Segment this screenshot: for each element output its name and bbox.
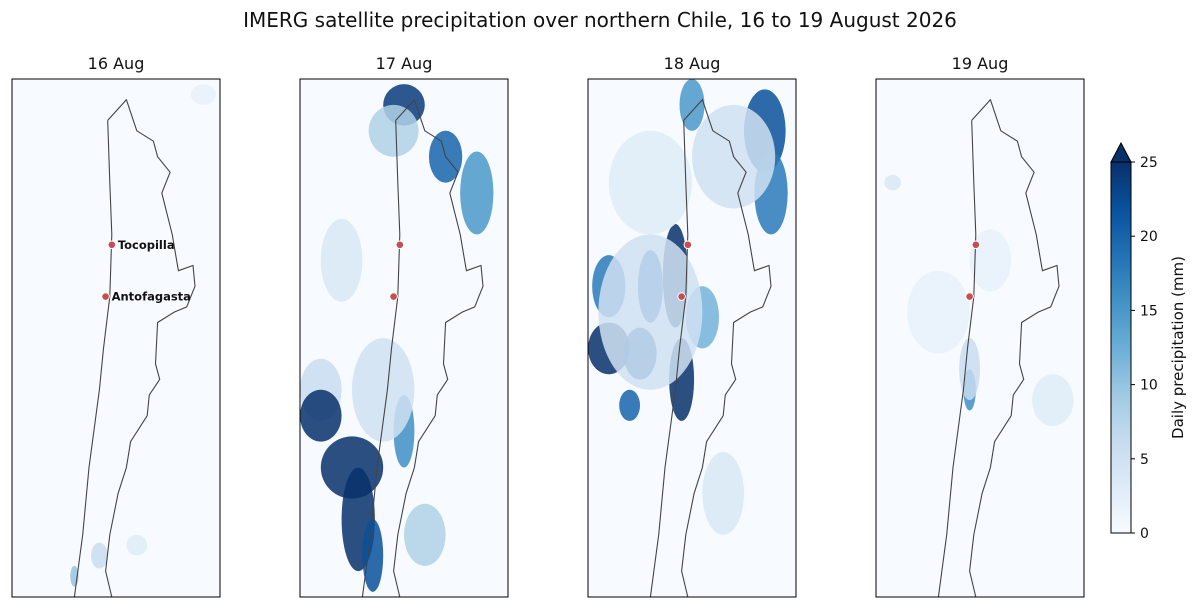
panel-title: 18 Aug [664, 54, 721, 73]
precip-cell [126, 534, 148, 556]
precip-cell [300, 389, 342, 442]
panel-frame [587, 78, 797, 598]
panel-background [876, 79, 1084, 597]
city-label-antofagasta: Antofagasta [112, 290, 191, 304]
panel-frame [299, 78, 509, 598]
precip-cell [907, 270, 970, 354]
panel-title: 16 Aug [88, 54, 145, 73]
precip-cell [959, 338, 980, 401]
city-marker-tocopilla [683, 240, 693, 250]
region-border [393, 98, 484, 597]
boundaries [649, 98, 772, 597]
colorbar: 0 5 10 15 20 25 Daily precipitation (mm) [1110, 141, 1187, 542]
colorbar-tick-label: 25 [1140, 155, 1158, 171]
colorbar-tick-label: 5 [1140, 452, 1149, 468]
city-marker-antofagasta [101, 292, 110, 301]
map-panel-4: 19 Aug [875, 54, 1085, 598]
panel-frame [11, 78, 221, 598]
region-border [105, 98, 196, 597]
precip-field [70, 84, 216, 587]
precip-cell [702, 451, 744, 535]
precip-cell [320, 218, 363, 302]
coastline [361, 120, 401, 597]
precip-cell [91, 542, 108, 569]
precip-cell [619, 389, 640, 421]
colorbar-tick-label: 15 [1140, 303, 1158, 319]
coastline [937, 120, 977, 597]
map-panel-3: 18 Aug [587, 54, 797, 598]
precip-cell [1032, 374, 1074, 427]
boundaries [73, 98, 196, 597]
coastline [73, 120, 113, 597]
city-marker-antofagasta [677, 292, 686, 301]
colorbar-tick-label: 20 [1140, 229, 1158, 245]
city-marker-tocopilla [107, 240, 117, 250]
colorbar-extend-arrow [1110, 141, 1132, 163]
panel-frame [875, 78, 1085, 598]
region-border [681, 98, 772, 597]
panel-title: 17 Aug [376, 54, 433, 73]
city-marker-tocopilla [395, 240, 405, 250]
colorbar-tick-label: 0 [1140, 526, 1149, 542]
city-marker-antofagasta [965, 292, 974, 301]
precip-cell [608, 130, 693, 235]
city-label-tocopilla: Tocopilla [118, 238, 175, 252]
city-marker-tocopilla [971, 240, 981, 250]
figure-title: IMERG satellite precipitation over north… [243, 8, 957, 32]
panel-background [12, 79, 220, 597]
precip-cell [404, 503, 446, 566]
region-border [969, 98, 1060, 597]
precip-cell [362, 519, 384, 592]
map-panel-2: 17 Aug [299, 54, 509, 598]
precip-cell [598, 234, 703, 390]
colorbar-label: Daily precipitation (mm) [1169, 256, 1187, 439]
colorbar-tick-label: 10 [1140, 378, 1158, 394]
precip-cell [884, 174, 901, 191]
boundaries [937, 98, 1060, 597]
panel-title: 19 Aug [952, 54, 1009, 73]
precip-cell [368, 104, 419, 157]
boundaries [361, 98, 484, 597]
city-marker-antofagasta [389, 292, 398, 301]
precip-cell [190, 84, 216, 105]
coastline [649, 120, 689, 597]
precip-field [300, 84, 494, 592]
map-panel-1: Tocopilla Antofagasta 16 Aug [11, 54, 221, 598]
colorbar-bar [1110, 161, 1132, 534]
precip-cell [460, 151, 494, 235]
precip-cell [352, 338, 415, 442]
